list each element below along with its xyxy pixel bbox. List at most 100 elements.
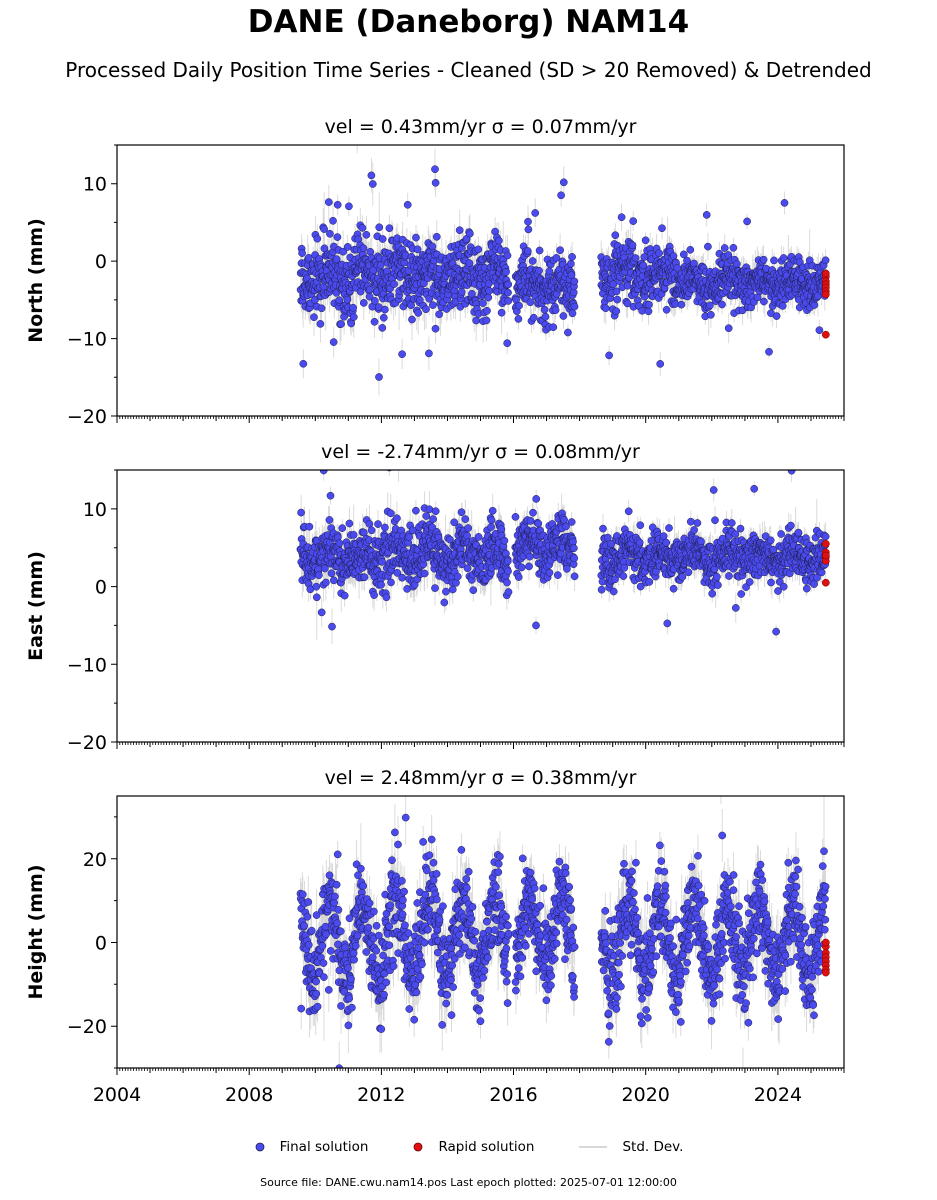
final-point [503, 999, 512, 1007]
final-point [388, 856, 396, 865]
final-point [699, 923, 708, 932]
final-point [457, 288, 466, 296]
final-point [727, 519, 736, 527]
final-point [484, 293, 493, 302]
final-point [556, 246, 564, 255]
final-point [298, 249, 306, 257]
final-point [605, 1022, 614, 1030]
final-point [777, 530, 785, 538]
final-point [315, 571, 323, 580]
final-point [398, 350, 406, 359]
final-point [345, 994, 354, 1003]
final-point [525, 562, 533, 571]
final-point [425, 851, 434, 860]
final-point [492, 883, 500, 891]
final-point [639, 261, 648, 270]
final-point [387, 578, 395, 587]
final-point [529, 508, 537, 517]
final-point [449, 983, 457, 991]
final-point [551, 306, 560, 314]
final-point [657, 857, 666, 865]
final-point [711, 516, 719, 525]
final-point [787, 470, 796, 475]
final-point [307, 926, 316, 935]
final-point [504, 280, 513, 289]
final-point [672, 915, 681, 924]
final-point [531, 209, 540, 217]
final-point [528, 257, 537, 265]
final-point [442, 999, 451, 1008]
final-point [715, 990, 724, 999]
final-point [474, 245, 483, 254]
final-point [629, 217, 638, 225]
final-point [671, 1104, 678, 1111]
final-point [350, 955, 358, 964]
final-point [761, 532, 770, 541]
final-point [479, 299, 487, 307]
final-point [420, 938, 429, 947]
final-point [553, 571, 562, 579]
final-point [660, 867, 669, 876]
y-tick-label: −20 [67, 732, 107, 754]
final-point [390, 280, 398, 288]
final-point [385, 224, 394, 233]
final-point [758, 876, 767, 884]
final-point [684, 568, 693, 577]
final-point [560, 515, 568, 524]
final-point [504, 588, 513, 596]
final-point [349, 313, 358, 321]
final-point [636, 521, 645, 530]
final-point [304, 898, 313, 906]
final-point [559, 178, 568, 187]
final-point [329, 576, 338, 585]
final-point [645, 300, 653, 309]
final-point [759, 255, 768, 264]
final-point [652, 952, 661, 961]
final-point [563, 564, 571, 573]
final-point [312, 977, 320, 986]
final-point [475, 1006, 483, 1015]
final-point [707, 310, 715, 319]
final-point [526, 298, 535, 307]
final-point [326, 491, 335, 500]
final-point [733, 260, 741, 268]
final-point [555, 857, 564, 866]
final-point [674, 996, 683, 1005]
final-point [504, 288, 512, 297]
final-point [469, 586, 478, 595]
final-point [298, 890, 307, 899]
final-point [357, 864, 365, 873]
final-point [631, 905, 639, 914]
final-point [528, 895, 537, 904]
final-point [662, 538, 671, 547]
final-point [370, 297, 379, 305]
final-point [431, 507, 440, 516]
final-point [343, 295, 352, 304]
final-point [718, 831, 727, 840]
final-point [365, 520, 374, 528]
final-point [631, 254, 640, 262]
final-point [504, 297, 513, 305]
final-point [457, 846, 466, 854]
final-point [514, 964, 523, 972]
final-point [736, 524, 745, 533]
final-point [624, 507, 633, 516]
final-point [415, 951, 424, 960]
final-point [709, 486, 718, 494]
final-point [401, 813, 410, 822]
rapid-points-east [821, 539, 830, 587]
final-point [745, 578, 754, 586]
final-point [810, 580, 818, 588]
final-point [516, 972, 525, 981]
y-axis-label-north: North (mm) [25, 218, 47, 343]
final-point [316, 320, 325, 328]
final-point [326, 947, 335, 955]
final-point [455, 931, 463, 939]
final-point [443, 991, 451, 999]
final-point [457, 508, 466, 517]
final-point [662, 305, 671, 314]
final-point [517, 563, 526, 572]
final-point [635, 538, 644, 547]
